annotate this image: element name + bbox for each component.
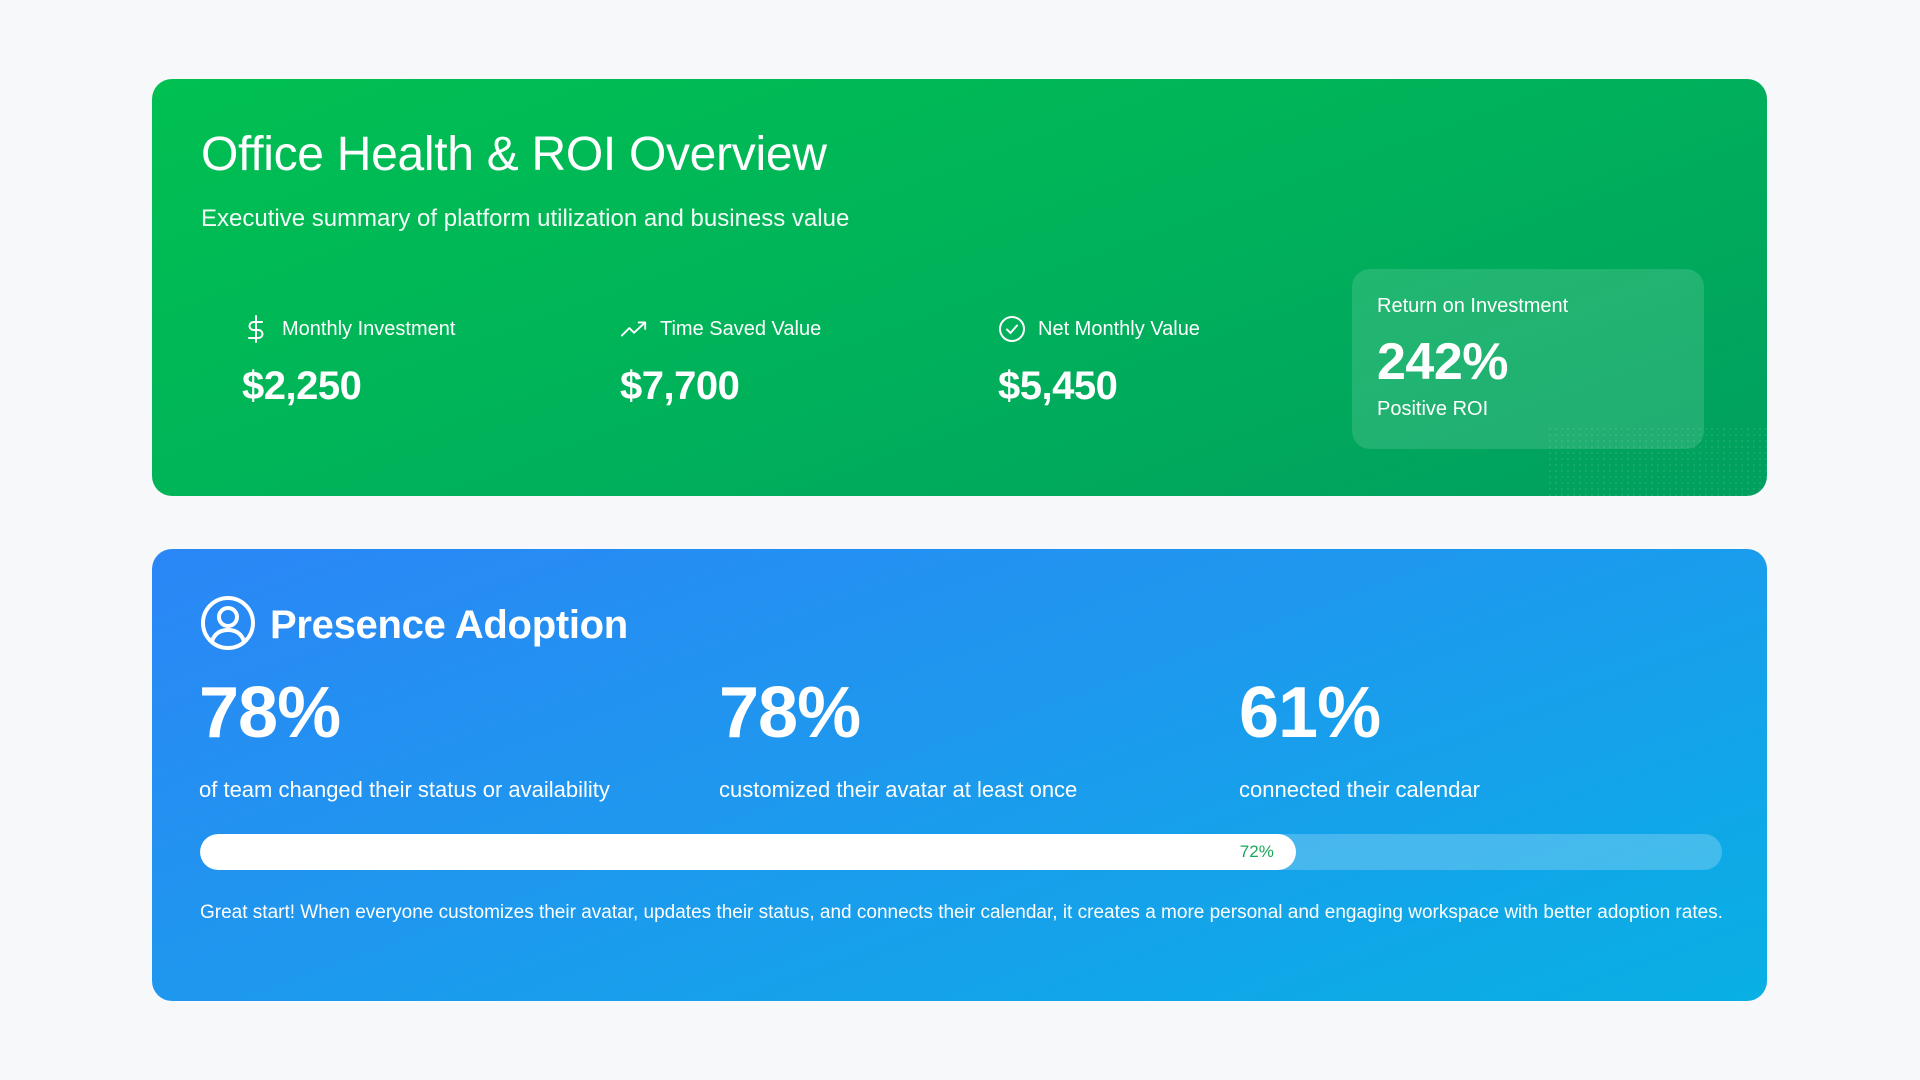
trending-up-icon: [620, 315, 648, 343]
metric-time-saved-value: Time Saved Value $7,700: [620, 312, 821, 409]
metric-value: $7,700: [620, 364, 740, 408]
metric-value: $2,250: [242, 364, 362, 408]
user-circle-icon: [200, 595, 256, 656]
metric-label: Monthly Investment: [282, 317, 456, 340]
roi-box-sub: Positive ROI: [1377, 398, 1489, 420]
stat-desc: connected their calendar: [1239, 777, 1480, 802]
metric-label: Time Saved Value: [660, 317, 822, 340]
return-on-investment-box: Return on Investment 242% Positive ROI: [1352, 269, 1704, 449]
adoption-progress-fill: 72%: [200, 834, 1296, 870]
presence-note: Great start! When everyone customizes th…: [200, 902, 1723, 923]
roi-box-label: Return on Investment: [1377, 295, 1569, 317]
stat-value: 78%: [199, 673, 341, 753]
stat-desc: of team changed their status or availabi…: [199, 777, 610, 802]
roi-overview-card: Office Health & ROI Overview Executive s…: [152, 79, 1767, 496]
stat-desc: customized their avatar at least once: [719, 777, 1078, 802]
decorative-dots: [1547, 426, 1767, 496]
presence-adoption-card: Presence Adoption 78% of team changed th…: [152, 549, 1767, 1001]
roi-title: Office Health & ROI Overview: [201, 128, 827, 181]
metric-value: $5,450: [998, 364, 1118, 408]
progress-label: 72%: [1239, 842, 1274, 861]
metric-label: Net Monthly Value: [1038, 317, 1200, 340]
roi-subtitle: Executive summary of platform utilizatio…: [201, 205, 850, 232]
dollar-icon: [242, 315, 270, 343]
stat-calendar-connected: 61% connected their calendar: [1239, 677, 1480, 803]
presence-title: Presence Adoption: [270, 603, 628, 647]
presence-header: Presence Adoption: [200, 595, 628, 656]
adoption-progress-bar: 72%: [200, 834, 1722, 870]
check-circle-icon: [998, 315, 1026, 343]
metric-monthly-investment: Monthly Investment $2,250: [242, 312, 455, 409]
roi-box-value: 242%: [1377, 333, 1509, 391]
stat-value: 61%: [1239, 673, 1381, 753]
stat-value: 78%: [719, 673, 861, 753]
stat-status-changed: 78% of team changed their status or avai…: [199, 677, 610, 803]
metric-net-monthly-value: Net Monthly Value $5,450: [998, 312, 1200, 409]
stat-avatar-customized: 78% customized their avatar at least onc…: [719, 677, 1077, 803]
